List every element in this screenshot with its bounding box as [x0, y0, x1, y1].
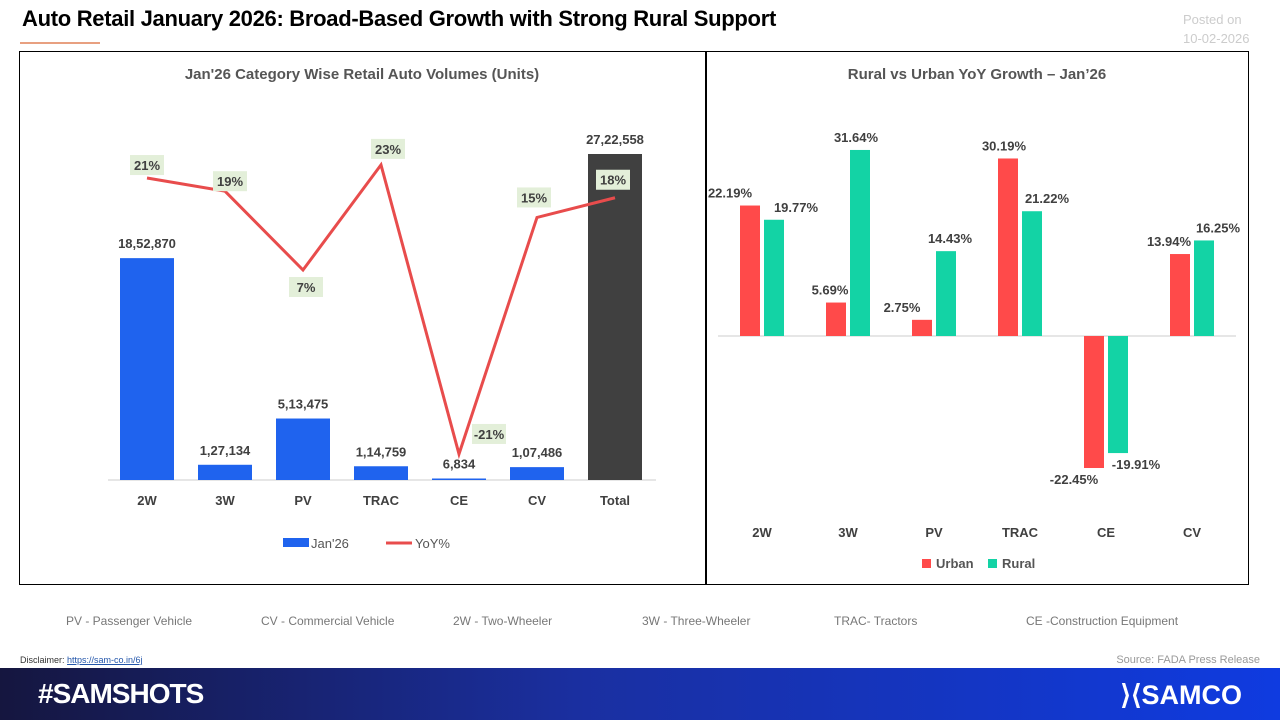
disclaimer-label: Disclaimer: [20, 655, 65, 665]
bar-urban-2W [740, 205, 760, 336]
legend-label-jan26: Jan'26 [311, 536, 349, 551]
bar-rural-CE [1108, 336, 1128, 454]
label-urban-CV: 13.94% [1147, 234, 1192, 249]
bar-label-TRAC: 1,14,759 [356, 444, 407, 459]
bar-label-CV: 1,07,486 [512, 445, 563, 460]
chart-divider [705, 51, 707, 585]
x2-tick-3W: 3W [838, 525, 858, 540]
chart1-title: Jan'26 Category Wise Retail Auto Volumes… [185, 66, 539, 83]
x2-tick-CE: CE [1097, 525, 1115, 540]
title-underline [20, 42, 100, 44]
bar-label-CE: 6,834 [443, 457, 476, 472]
yoy-label-bg-PV [289, 277, 323, 298]
bar-Total [588, 154, 642, 480]
bar-urban-3W [826, 302, 846, 336]
x-tick-2W: 2W [137, 493, 157, 508]
bar-urban-PV [912, 319, 932, 336]
legend-label-rural: Rural [1002, 556, 1035, 571]
label-rural-CV: 16.25% [1196, 220, 1241, 235]
bar-rural-3W [850, 149, 870, 336]
bar-rural-TRAC [1022, 211, 1042, 336]
abbr-3w: 3W - Three-Wheeler [642, 614, 751, 628]
disclaimer: Disclaimer: https://sam-co.in/6j [20, 655, 143, 665]
yoy-label-bg-TRAC [371, 138, 405, 159]
bar-rural-CV [1194, 240, 1214, 336]
legend-label-yoy: YoY% [415, 536, 450, 551]
bar-label-3W: 1,27,134 [200, 443, 251, 458]
x-tick-TRAC: TRAC [363, 493, 400, 508]
source-note: Source: FADA Press Release [1116, 654, 1260, 666]
abbr-ce: CE -Construction Equipment [1026, 614, 1179, 628]
yoy-label-bg-CE [472, 423, 506, 444]
yoy-label-2W: 21% [134, 158, 160, 173]
logo-text: SAMCO [1141, 680, 1243, 710]
label-urban-TRAC: 30.19% [982, 138, 1027, 153]
label-rural-PV: 14.43% [928, 231, 973, 246]
abbr-2w: 2W - Two-Wheeler [453, 614, 553, 628]
chart-frame [19, 51, 1249, 585]
abbr-cv: CV - Commercial Vehicle [261, 614, 395, 628]
legend-swatch-jan26 [283, 538, 309, 547]
samco-logo: ⟩⟨SAMCO [1120, 680, 1242, 711]
bar-rural-2W [764, 219, 784, 336]
yoy-label-3W: 19% [217, 174, 243, 189]
yoy-label-bg-Total [596, 169, 630, 190]
yoy-label-bg-2W [130, 155, 164, 176]
label-urban-PV: 2.75% [884, 300, 921, 315]
yoy-label-TRAC: 23% [375, 142, 401, 157]
label-urban-3W: 5.69% [812, 283, 849, 298]
bar-urban-TRAC [998, 158, 1018, 336]
page-title: Auto Retail January 2026: Broad-Based Gr… [22, 6, 776, 31]
yoy-label-PV: 7% [297, 280, 316, 295]
bar-label-PV: 5,13,475 [278, 397, 329, 412]
bar-urban-CV [1170, 254, 1190, 336]
label-rural-CE: -19.91% [1112, 457, 1161, 472]
disclaimer-link[interactable]: https://sam-co.in/6j [67, 655, 143, 665]
yoy-label-bg-CV [517, 187, 551, 208]
bar-CV [510, 467, 564, 480]
x-tick-PV: PV [294, 493, 312, 508]
legend-label-urban: Urban [936, 556, 974, 571]
chart2-title: Rural vs Urban YoY Growth – Jan’26 [848, 66, 1106, 83]
x2-tick-TRAC: TRAC [1002, 525, 1039, 540]
bar-TRAC [354, 466, 408, 480]
yoy-label-CE: -21% [474, 427, 505, 442]
x2-tick-2W: 2W [752, 525, 772, 540]
posted-label: Posted on [1183, 12, 1242, 27]
x-tick-3W: 3W [215, 493, 235, 508]
abbr-trac: TRAC- Tractors [834, 614, 918, 628]
x-tick-CV: CV [528, 493, 546, 508]
x-tick-Total: Total [600, 493, 630, 508]
footer-banner: #SAMSHOTS ⟩⟨SAMCO [0, 668, 1280, 720]
yoy-line [146, 161, 616, 460]
label-rural-2W: 19.77% [774, 200, 819, 215]
bar-rural-PV [936, 251, 956, 336]
charts-svg: Jan'26 Category Wise Retail Auto Volumes… [108, 66, 1241, 571]
posted-date: Posted on 10-02-2026 [1183, 10, 1250, 48]
x-tick-CE: CE [450, 493, 468, 508]
bar-3W [198, 464, 252, 480]
bar-PV [276, 418, 330, 480]
x2-tick-PV: PV [925, 525, 943, 540]
label-urban-2W: 22.19% [708, 186, 753, 201]
bar-label-2W: 18,52,870 [118, 236, 176, 251]
x2-tick-CV: CV [1183, 525, 1201, 540]
yoy-label-bg-3W [213, 171, 247, 192]
legend-swatch-urban [922, 559, 931, 568]
abbr-pv: PV - Passenger Vehicle [66, 614, 193, 628]
label-rural-3W: 31.64% [834, 130, 879, 145]
bar-CE [432, 478, 486, 480]
yoy-label-CV: 15% [521, 190, 547, 205]
hashtag: #SAMSHOTS [38, 678, 204, 709]
posted-date-value: 10-02-2026 [1183, 31, 1250, 46]
label-urban-CE: -22.45% [1050, 472, 1099, 487]
bar-urban-CE [1084, 336, 1104, 469]
yoy-label-Total: 18% [600, 173, 626, 188]
samco-logo-icon: ⟩⟨ [1120, 680, 1142, 710]
bar-label-Total: 27,22,558 [586, 132, 644, 147]
label-rural-TRAC: 21.22% [1025, 191, 1070, 206]
legend-swatch-rural [988, 559, 997, 568]
bar-2W [120, 258, 174, 480]
